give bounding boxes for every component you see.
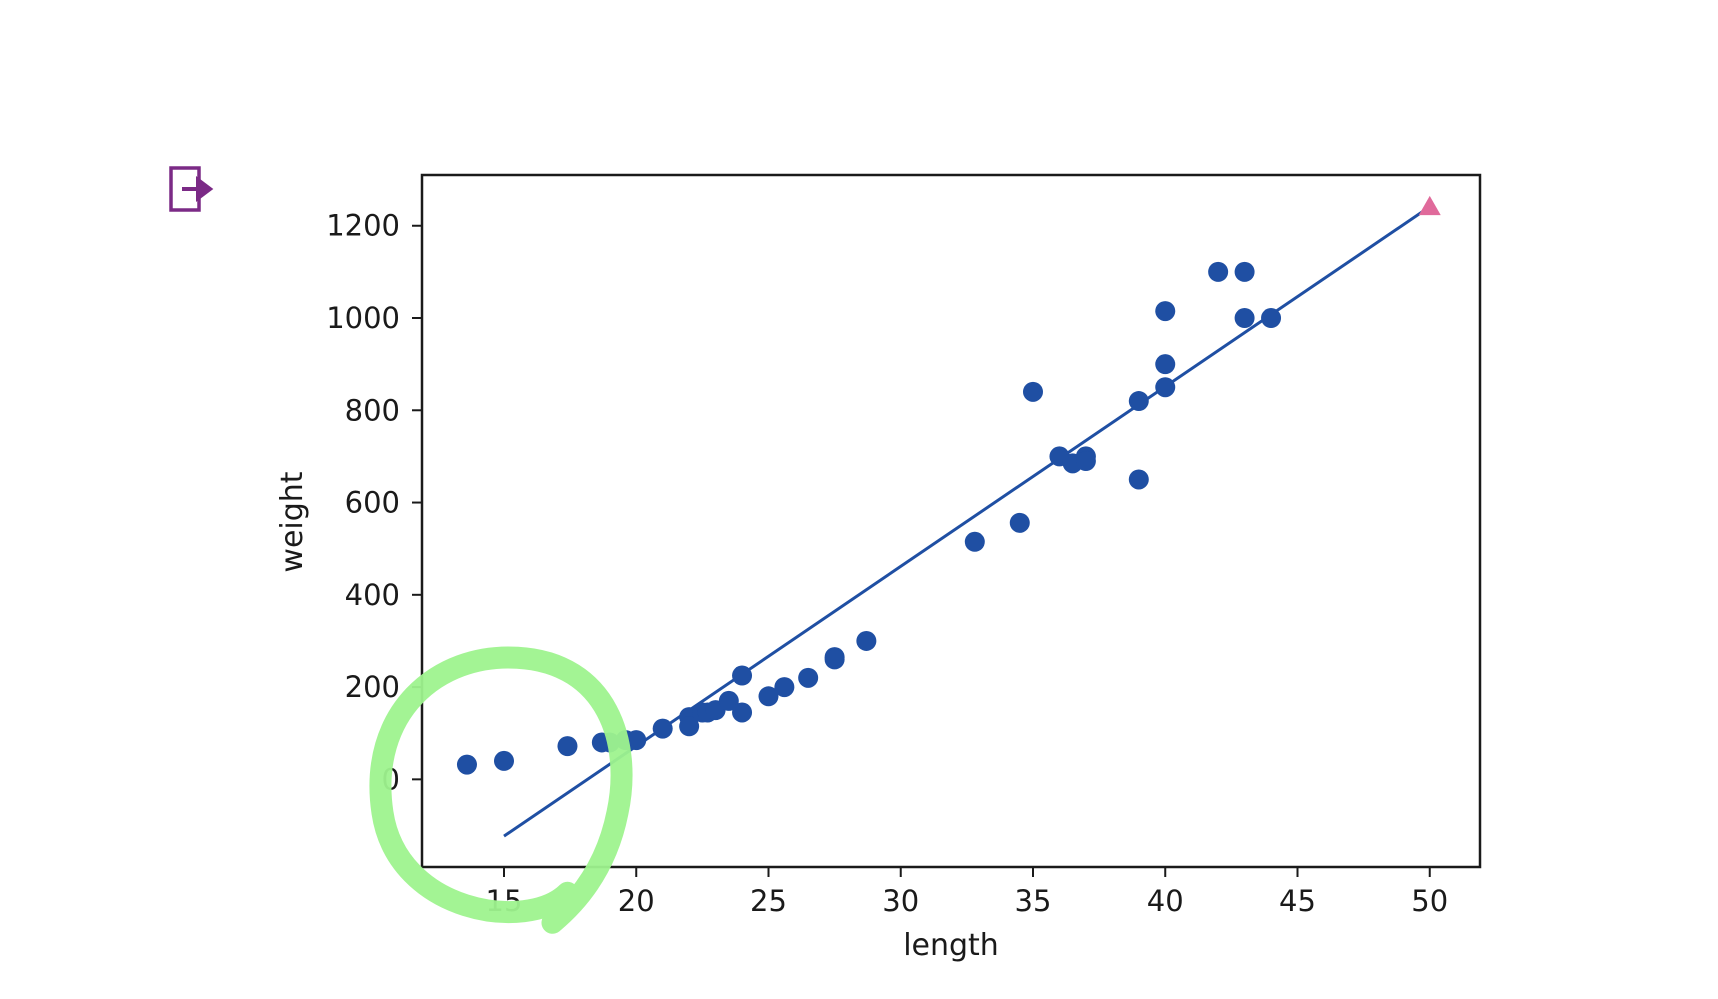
y-tick-label: 200 — [345, 670, 400, 704]
data-point — [856, 630, 877, 651]
y-tick-label: 400 — [345, 578, 400, 612]
x-axis: 15 20 25 30 35 40 45 50 — [486, 867, 1448, 918]
data-point — [1009, 512, 1030, 533]
data-point — [1128, 469, 1149, 490]
data-point — [1234, 261, 1255, 282]
data-point — [1234, 308, 1255, 329]
x-tick-label: 25 — [750, 884, 787, 918]
export-icon[interactable] — [168, 165, 216, 215]
annotation-layer — [369, 646, 633, 934]
y-tick-label: 1000 — [326, 301, 400, 335]
data-point — [732, 702, 753, 723]
data-point — [1022, 381, 1043, 402]
data-point — [758, 686, 779, 707]
data-point — [732, 665, 753, 686]
data-point — [1075, 451, 1096, 472]
data-point — [626, 730, 647, 751]
data-marks — [456, 195, 1441, 838]
data-point — [557, 736, 578, 757]
y-axis-label: weight — [275, 471, 310, 572]
x-tick-label: 35 — [1015, 884, 1052, 918]
data-point — [774, 677, 795, 698]
x-tick-label: 30 — [882, 884, 919, 918]
x-tick-label: 45 — [1279, 884, 1316, 918]
data-point — [1155, 354, 1176, 375]
data-point — [718, 690, 739, 711]
data-point — [1155, 377, 1176, 398]
y-tick-label: 800 — [345, 393, 400, 427]
prediction-point — [1418, 195, 1441, 216]
data-point — [493, 750, 514, 771]
data-point — [1128, 391, 1149, 412]
data-point — [964, 531, 985, 552]
data-point — [679, 716, 700, 737]
y-tick-label: 1200 — [326, 209, 400, 243]
data-point — [652, 718, 673, 739]
data-point — [1155, 301, 1176, 322]
x-axis-label: length — [903, 928, 999, 963]
export-icon-arrowhead — [198, 180, 210, 198]
data-point — [1208, 261, 1229, 282]
data-point — [798, 667, 819, 688]
x-tick-label: 50 — [1411, 884, 1448, 918]
highlight-circle — [369, 646, 633, 934]
data-point — [1261, 308, 1282, 329]
data-point — [456, 754, 477, 775]
x-tick-label: 20 — [618, 884, 655, 918]
data-point — [824, 649, 845, 670]
x-tick-label: 40 — [1147, 884, 1184, 918]
y-tick-label: 600 — [345, 486, 400, 520]
